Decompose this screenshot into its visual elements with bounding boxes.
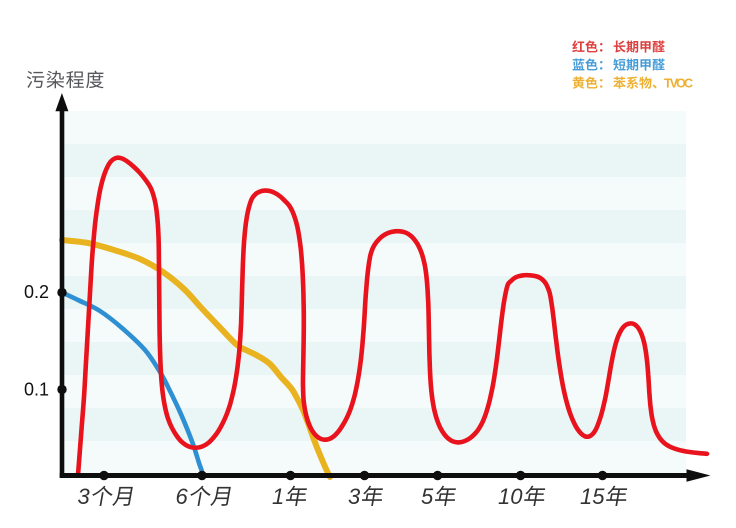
svg-text:3: 3 — [348, 484, 361, 509]
svg-text:10: 10 — [498, 484, 523, 509]
svg-text:5: 5 — [421, 484, 434, 509]
svg-text:1: 1 — [272, 484, 284, 509]
svg-text:0.2: 0.2 — [24, 282, 49, 302]
svg-text:0.1: 0.1 — [24, 380, 49, 400]
svg-text:TVOC: TVOC — [664, 77, 693, 91]
svg-text:3: 3 — [78, 484, 91, 509]
svg-text:6: 6 — [176, 484, 189, 509]
svg-text:15: 15 — [580, 484, 605, 509]
